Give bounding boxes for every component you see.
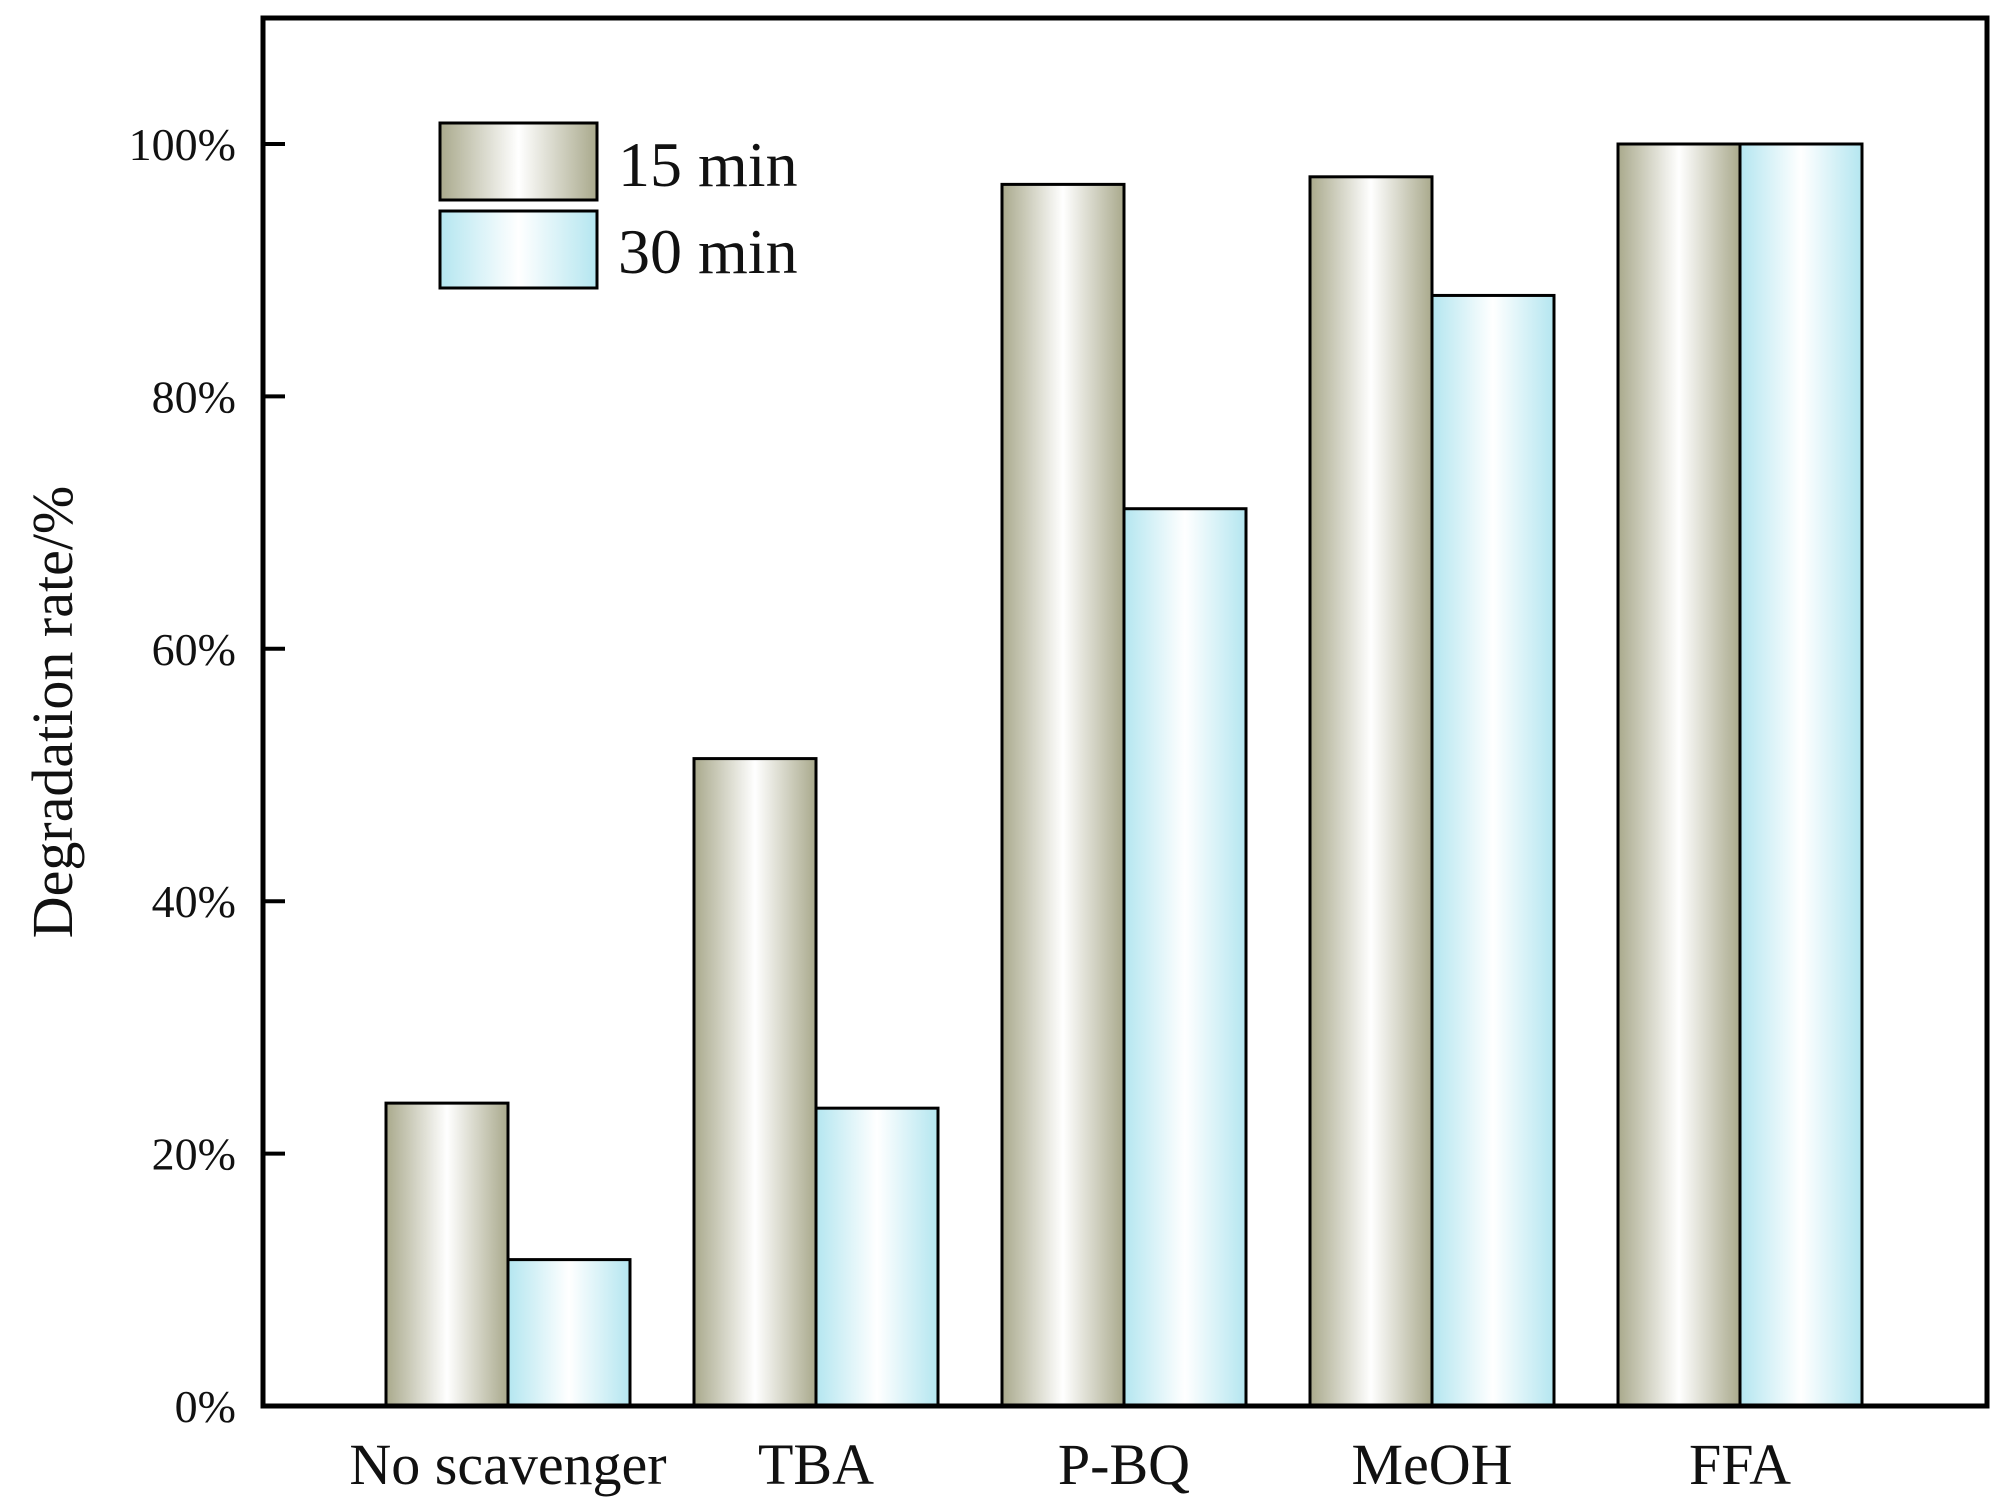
y-axis: 0% 20% 40% 60% 80% 100% xyxy=(129,119,285,1432)
bar-tba-30min xyxy=(814,1106,940,1408)
legend-label-15min: 15 min xyxy=(618,129,798,200)
bar-p-bq-30min xyxy=(1122,507,1248,1408)
bar-ffa-15min xyxy=(1616,142,1742,1408)
y-tick-label: 60% xyxy=(152,624,236,675)
x-category-label: TBA xyxy=(758,1432,874,1497)
legend-label-30min: 30 min xyxy=(618,216,798,287)
legend-swatch-30min xyxy=(438,209,599,290)
legend-swatch-15min xyxy=(438,121,599,202)
x-axis: No scavenger TBA P-BQ MeOH FFA xyxy=(349,1432,1791,1497)
plot-frame xyxy=(260,15,1990,1409)
x-category-label: P-BQ xyxy=(1058,1432,1190,1497)
bar-ffa-30min xyxy=(1738,142,1864,1408)
x-category-label: FFA xyxy=(1689,1432,1791,1497)
bar-p-bq-15min xyxy=(1000,182,1126,1408)
y-tick-label: 80% xyxy=(152,371,236,422)
bar-no-scavenger-15min xyxy=(384,1101,510,1408)
y-tick-label: 20% xyxy=(152,1129,236,1180)
x-category-label: MeOH xyxy=(1351,1432,1512,1497)
legend: 15 min 30 min xyxy=(438,121,798,290)
x-category-label: No scavenger xyxy=(349,1432,666,1497)
bars-group xyxy=(384,142,1864,1408)
bar-meoh-30min xyxy=(1430,293,1556,1408)
y-tick-label: 100% xyxy=(129,119,236,170)
bar-no-scavenger-30min xyxy=(506,1258,632,1408)
y-tick-label: 0% xyxy=(175,1381,236,1432)
y-axis-title: Degradation rate/% xyxy=(20,486,85,939)
y-tick-label: 40% xyxy=(152,876,236,927)
bar-meoh-15min xyxy=(1308,175,1434,1408)
bar-tba-15min xyxy=(692,757,818,1408)
